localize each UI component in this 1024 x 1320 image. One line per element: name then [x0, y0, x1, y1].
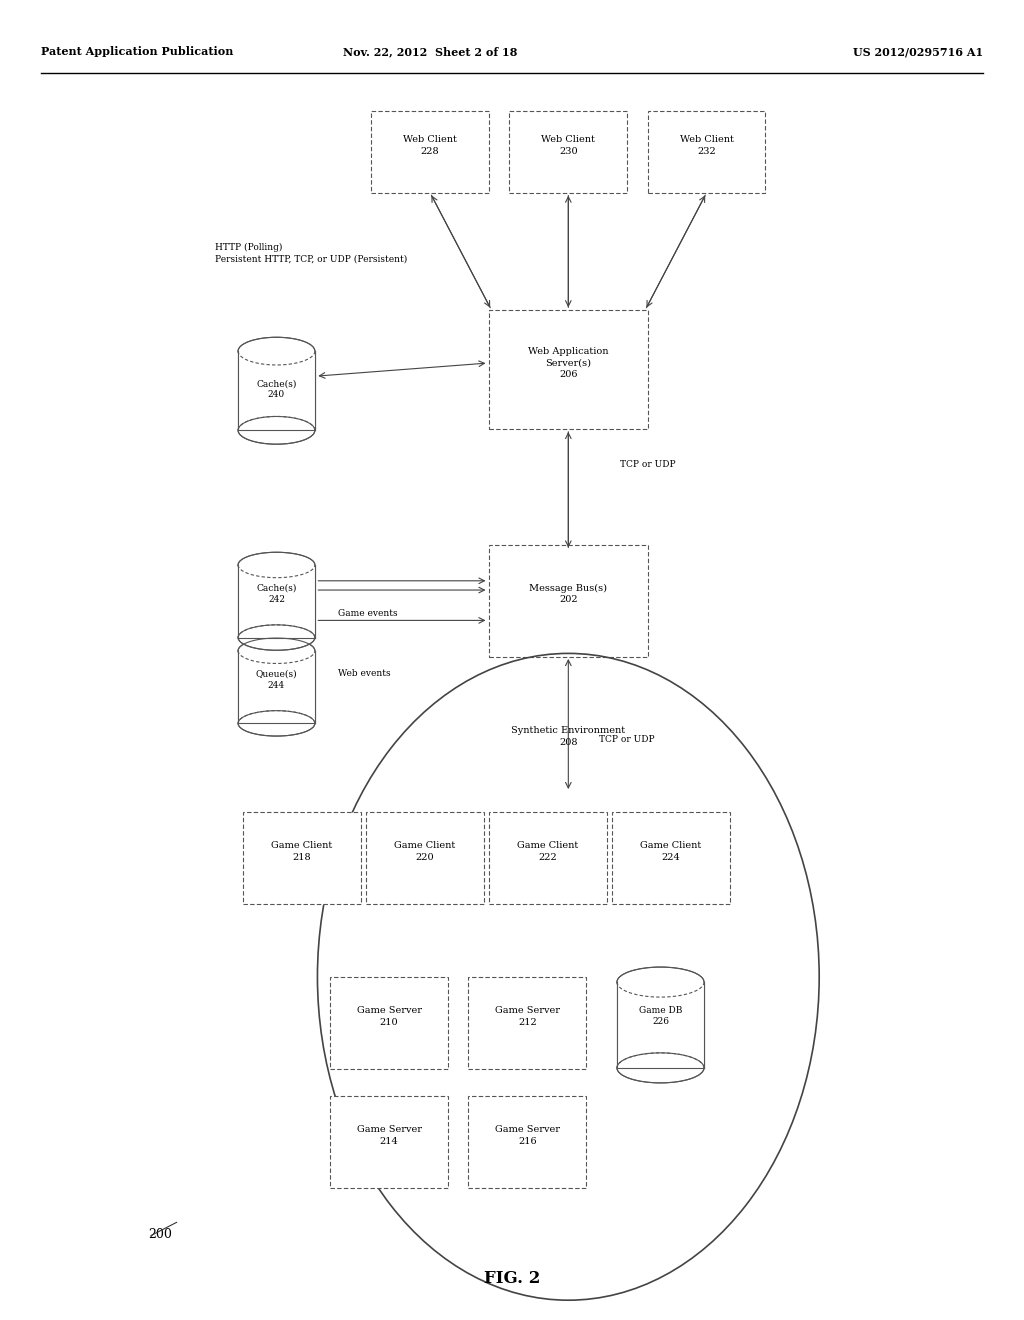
Text: 200: 200: [148, 1228, 172, 1241]
FancyBboxPatch shape: [244, 812, 360, 904]
FancyBboxPatch shape: [330, 1096, 449, 1188]
Text: Game Server
212: Game Server 212: [495, 1006, 560, 1027]
FancyBboxPatch shape: [238, 351, 315, 430]
FancyBboxPatch shape: [238, 651, 315, 723]
Text: FIG. 2: FIG. 2: [483, 1270, 541, 1287]
Text: Patent Application Publication: Patent Application Publication: [41, 46, 233, 57]
FancyBboxPatch shape: [616, 982, 705, 1068]
Text: Nov. 22, 2012  Sheet 2 of 18: Nov. 22, 2012 Sheet 2 of 18: [343, 46, 517, 57]
FancyBboxPatch shape: [469, 977, 586, 1069]
Text: Game Server
216: Game Server 216: [495, 1125, 560, 1146]
Text: US 2012/0295716 A1: US 2012/0295716 A1: [853, 46, 983, 57]
Text: Game Client
218: Game Client 218: [271, 841, 333, 862]
Text: Cache(s)
242: Cache(s) 242: [256, 583, 297, 605]
Text: Game Server
214: Game Server 214: [356, 1125, 422, 1146]
Ellipse shape: [238, 624, 315, 651]
FancyBboxPatch shape: [238, 565, 315, 638]
Text: Web Application
Server(s)
206: Web Application Server(s) 206: [528, 347, 608, 379]
FancyBboxPatch shape: [238, 351, 315, 430]
FancyBboxPatch shape: [330, 977, 449, 1069]
FancyBboxPatch shape: [371, 111, 489, 193]
Text: Queue(s)
244: Queue(s) 244: [256, 669, 297, 690]
Text: Web Client
228: Web Client 228: [403, 135, 457, 156]
Text: TCP or UDP: TCP or UDP: [620, 461, 675, 469]
Text: HTTP (Polling)
Persistent HTTP, TCP, or UDP (Persistent): HTTP (Polling) Persistent HTTP, TCP, or …: [215, 243, 408, 264]
FancyBboxPatch shape: [489, 812, 606, 904]
Text: Game Client
220: Game Client 220: [394, 841, 456, 862]
FancyBboxPatch shape: [489, 544, 648, 656]
Text: Game events: Game events: [338, 610, 397, 618]
FancyBboxPatch shape: [612, 812, 729, 904]
Ellipse shape: [238, 417, 315, 444]
Text: Message Bus(s)
202: Message Bus(s) 202: [529, 583, 607, 605]
Text: Synthetic Environment
208: Synthetic Environment 208: [511, 726, 626, 747]
FancyBboxPatch shape: [238, 651, 315, 723]
FancyBboxPatch shape: [367, 812, 483, 904]
Text: Web events: Web events: [338, 669, 390, 677]
FancyBboxPatch shape: [647, 111, 765, 193]
Text: Web Client
230: Web Client 230: [542, 135, 595, 156]
Text: Game DB
226: Game DB 226: [639, 1006, 682, 1027]
Ellipse shape: [238, 638, 315, 664]
Ellipse shape: [616, 968, 705, 997]
Ellipse shape: [616, 1053, 705, 1082]
FancyBboxPatch shape: [469, 1096, 586, 1188]
Text: Game Server
210: Game Server 210: [356, 1006, 422, 1027]
FancyBboxPatch shape: [510, 111, 627, 193]
FancyBboxPatch shape: [489, 310, 648, 429]
Ellipse shape: [238, 552, 315, 578]
Text: Cache(s)
240: Cache(s) 240: [256, 379, 297, 400]
Ellipse shape: [238, 337, 315, 364]
Ellipse shape: [238, 710, 315, 737]
FancyBboxPatch shape: [238, 565, 315, 638]
Text: Game Client
224: Game Client 224: [640, 841, 701, 862]
Text: Web Client
232: Web Client 232: [680, 135, 733, 156]
Text: Game Client
222: Game Client 222: [517, 841, 579, 862]
Text: TCP or UDP: TCP or UDP: [599, 735, 654, 743]
FancyBboxPatch shape: [616, 982, 705, 1068]
